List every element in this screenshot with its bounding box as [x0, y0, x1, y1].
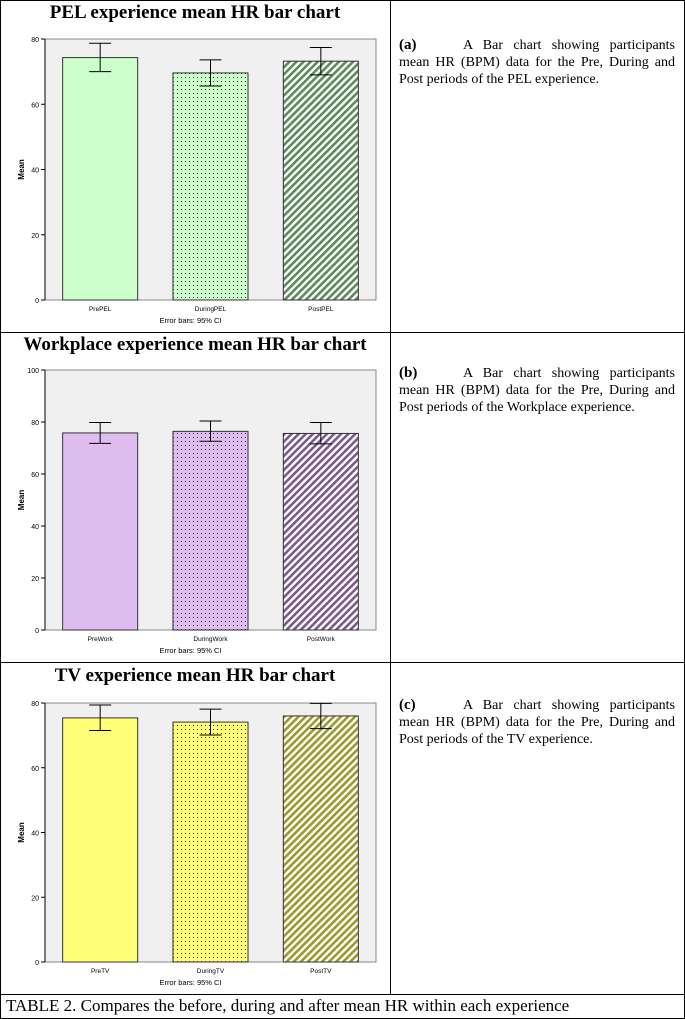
y-tick-label: 80 [31, 37, 39, 44]
y-tick-label: 0 [35, 298, 39, 305]
x-axis-label: Error bars: 95% CI [159, 646, 221, 655]
bar-chart-tv: 0 20 40 60 80 Mean PreTV DuringTV PostTV Error ba… [17, 701, 377, 987]
caption-workplace: (b) A Bar chart showing participants mean… [399, 365, 675, 416]
x-tick-label: PostWork [307, 636, 336, 643]
x-axis-label: Error bars: 95% CI [159, 978, 221, 987]
bar-prework [62, 432, 139, 631]
y-tick-label: 20 [31, 576, 39, 583]
y-tick-label: 100 [27, 368, 39, 375]
x-tick-label: PreWork [88, 636, 114, 643]
chart-title-pel: PEL experience mean HR bar chart [49, 2, 341, 23]
chart-title-workplace: Workplace experience mean HR bar chart [23, 334, 367, 355]
y-tick-label: 20 [31, 895, 39, 902]
bar-duringpel [172, 72, 249, 301]
y-tick-label: 40 [31, 524, 39, 531]
y-tick-label: 0 [35, 960, 39, 967]
y-tick-label: 40 [31, 168, 39, 175]
y-tick-label: 60 [31, 472, 39, 479]
table-row-divider [0, 994, 685, 995]
y-axis-label: Mean [17, 822, 26, 843]
table-border-top [0, 0, 685, 1]
bar-chart-pel: 0 20 40 60 80 Mean PrePEL DuringPEL PostPEL Error… [17, 37, 377, 325]
y-tick-label: 40 [31, 831, 39, 838]
caption-text-workplace: A Bar chart showing participants mean HR… [399, 366, 675, 415]
bar-prepel [62, 57, 139, 301]
bar-postwork [282, 432, 359, 631]
y-tick-label: 60 [31, 766, 39, 773]
chart-title-tv: TV experience mean HR bar chart [54, 665, 336, 686]
bar-duringwork [172, 430, 249, 631]
x-axis-label: Error bars: 95% CI [159, 316, 221, 325]
caption-tag-tv: (c) [399, 697, 416, 713]
x-tick-label: PreTV [91, 968, 110, 975]
y-tick-label: 0 [35, 628, 39, 635]
bar-pretv [62, 717, 139, 963]
y-axis-label: Mean [17, 159, 26, 180]
table-row-divider [0, 662, 685, 663]
caption-text-pel: A Bar chart showing participants mean HR… [399, 38, 675, 87]
bar-posttv [282, 715, 359, 963]
y-tick-label: 60 [31, 102, 39, 109]
x-tick-label: PostPEL [308, 306, 334, 313]
y-axis-label: Mean [17, 490, 26, 511]
x-tick-label: DuringPEL [195, 306, 227, 313]
table-caption: TABLE 2. Compares the before, during and… [6, 996, 570, 1015]
table-row-divider [0, 332, 685, 333]
caption-tag-pel: (a) [399, 37, 417, 53]
y-tick-label: 80 [31, 420, 39, 427]
caption-text-tv: A Bar chart showing participants mean HR… [399, 698, 675, 747]
caption-tag-workplace: (b) [399, 365, 418, 381]
x-tick-label: DuringWork [193, 636, 228, 643]
x-tick-label: DuringTV [197, 968, 225, 975]
bar-duringtv [172, 721, 249, 963]
table-column-divider [390, 0, 391, 994]
table-border-left [0, 0, 1, 1019]
bar-postpel [282, 60, 359, 301]
x-tick-label: PostTV [310, 968, 332, 975]
y-tick-label: 80 [31, 701, 39, 708]
y-tick-label: 20 [31, 233, 39, 240]
caption-pel: (a) A Bar chart showing participants mean… [399, 37, 675, 88]
x-tick-label: PrePEL [89, 306, 112, 313]
bar-chart-workplace: 0 20 40 60 80 100 Mean PreWork DuringWork PostWor… [17, 368, 377, 655]
caption-tv: (c) A Bar chart showing participants mean… [399, 697, 675, 748]
